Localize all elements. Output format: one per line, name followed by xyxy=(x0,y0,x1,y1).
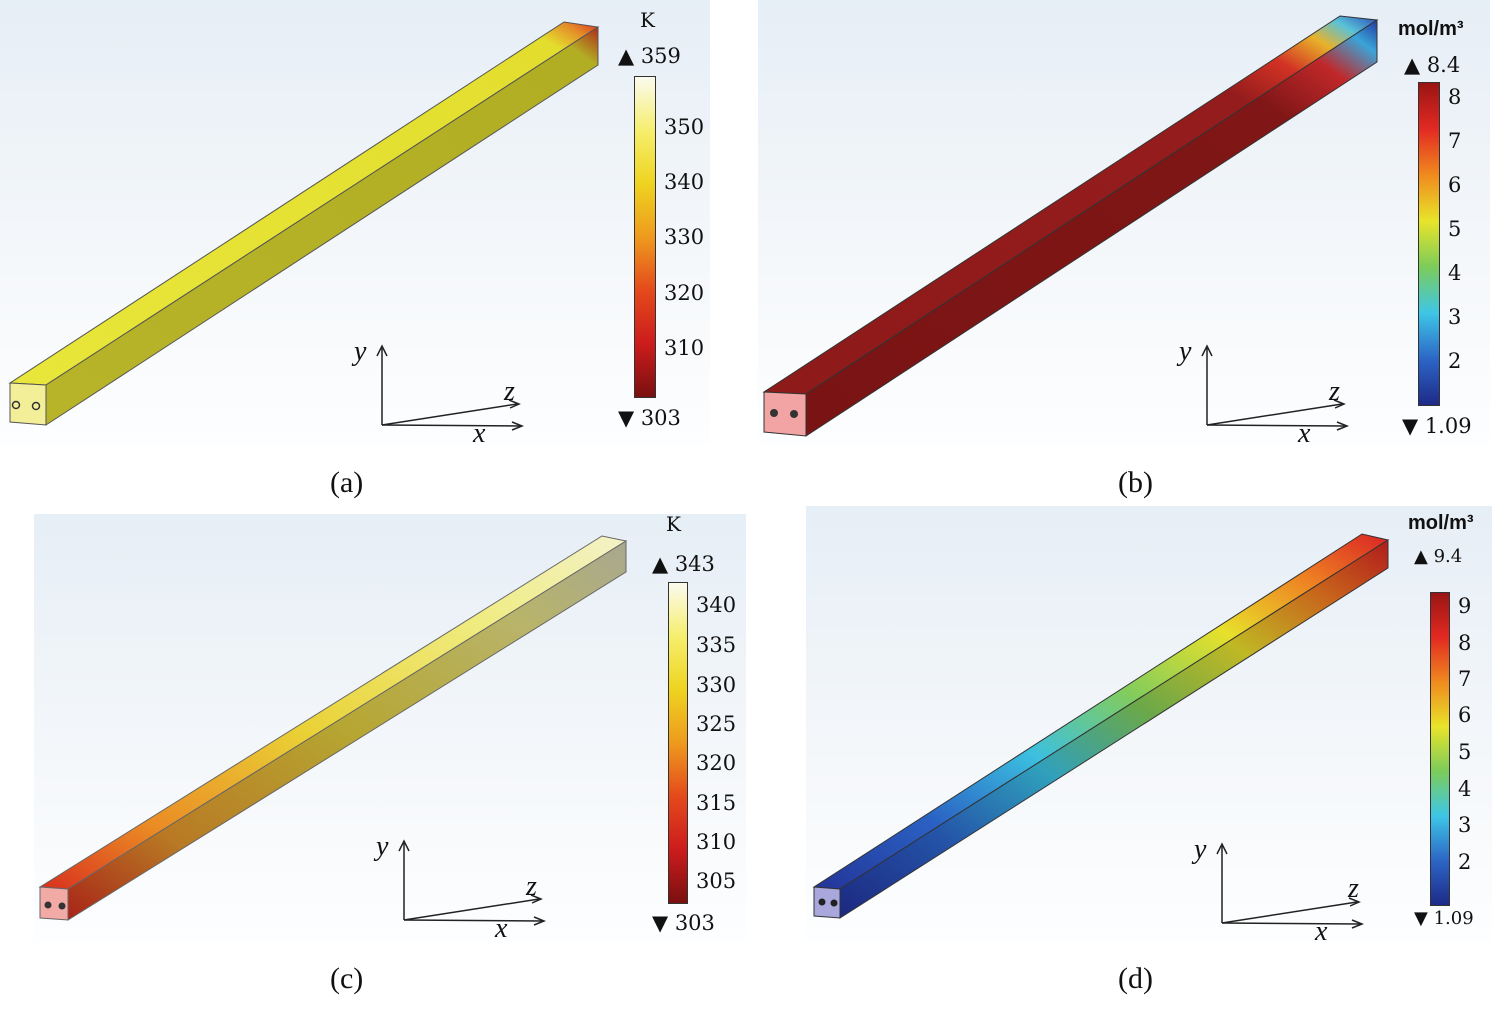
panel-caption: (c) xyxy=(330,962,364,995)
colorbar-tick-label: 2 xyxy=(1458,850,1472,874)
axis-triad xyxy=(398,839,547,926)
axis-label-y: y xyxy=(376,831,389,862)
colorbar-tick-label: 6 xyxy=(1448,173,1462,197)
colorbar-tick-label: 320 xyxy=(696,751,737,775)
colorbar-tick-label: 7 xyxy=(1448,129,1462,153)
colorbar-tick-label: 8 xyxy=(1448,85,1462,109)
colorbar-tick-label: 340 xyxy=(664,170,705,194)
colorbar-tick-label: 325 xyxy=(696,712,737,736)
plot-background xyxy=(34,514,746,942)
channel-hole xyxy=(31,401,41,411)
colorbar-unit: K xyxy=(640,8,655,32)
beam-top-face xyxy=(38,535,628,890)
panel-c: y z x K ▲ 343 340 335 330 325 320 315 31… xyxy=(0,506,750,1012)
colorbar-tick-label: 330 xyxy=(664,225,705,249)
colorbar-unit: K xyxy=(666,512,681,536)
colorbar-max: ▲ 359 xyxy=(618,44,681,68)
panel-caption: (a) xyxy=(330,466,364,499)
channel-hole xyxy=(58,902,66,910)
colorbar-tick-label: 335 xyxy=(696,633,737,657)
colorbar-tick-label: 315 xyxy=(696,791,737,815)
colorbar-tick-label: 6 xyxy=(1458,703,1472,727)
beam-3d-model xyxy=(38,535,628,926)
colorbar-tick-label: 350 xyxy=(664,115,705,139)
colorbar-tick-label: 8 xyxy=(1458,631,1472,655)
beam-side-face xyxy=(839,539,1389,919)
colorbar xyxy=(1418,82,1440,406)
beam-side-face xyxy=(67,540,627,921)
colorbar-tick-label: 9 xyxy=(1458,594,1472,618)
axis-triad xyxy=(1216,842,1365,929)
beam-end-face xyxy=(39,886,69,921)
channel-hole xyxy=(790,410,798,418)
beam-side-face xyxy=(45,26,599,426)
beam-end-face xyxy=(813,886,841,919)
axis-label-y: y xyxy=(1179,336,1192,367)
colorbar-tick-label: 3 xyxy=(1448,305,1462,329)
channel-hole xyxy=(11,400,21,410)
beam-3d-model xyxy=(812,533,1390,929)
axis-label-z: z xyxy=(1348,873,1359,904)
channel-hole xyxy=(44,901,52,909)
colorbar-min: ▼ 1.09 xyxy=(1402,414,1472,438)
beam-top-face xyxy=(762,15,1379,395)
colorbar-max: ▲ 8.4 xyxy=(1404,53,1461,77)
colorbar-unit: mol/m³ xyxy=(1408,512,1474,534)
colorbar-tick-label: 3 xyxy=(1458,813,1472,837)
colorbar-max: ▲ 9.4 xyxy=(1414,546,1463,567)
colorbar-min: ▼ 303 xyxy=(652,911,715,935)
colorbar xyxy=(634,76,656,398)
panel-b: y z x mol/m³ ▲ 8.4 8 7 6 5 4 3 2 ▼ 1.09 … xyxy=(758,0,1500,499)
beam-top-face xyxy=(8,21,600,386)
beam-end-face xyxy=(763,391,807,437)
colorbar-min: ▼ 1.09 xyxy=(1414,908,1474,929)
colorbar-tick-label: 4 xyxy=(1458,777,1472,801)
colorbar-tick-label: 5 xyxy=(1458,740,1472,764)
axis-triad xyxy=(376,344,525,431)
colorbar-tick-label: 340 xyxy=(696,593,737,617)
axis-triad xyxy=(1201,344,1350,431)
colorbar-tick-label: 2 xyxy=(1448,349,1462,373)
colorbar-tick-label: 7 xyxy=(1458,667,1472,691)
axis-label-x: x xyxy=(495,913,508,944)
axis-label-x: x xyxy=(1315,916,1328,947)
axis-label-z: z xyxy=(526,871,537,902)
colorbar-tick-label: 305 xyxy=(696,869,737,893)
axis-label-x: x xyxy=(473,418,486,449)
axis-label-x: x xyxy=(1298,418,1311,449)
beam-top-face xyxy=(812,533,1390,890)
axis-label-y: y xyxy=(354,336,367,367)
colorbar xyxy=(1430,592,1450,906)
channel-hole xyxy=(770,409,778,417)
colorbar-min: ▼ 303 xyxy=(618,406,681,430)
beam-side-face xyxy=(805,19,1378,437)
axis-label-z: z xyxy=(504,376,515,407)
colorbar-tick-label: 310 xyxy=(696,830,737,854)
colorbar-tick-label: 4 xyxy=(1448,261,1462,285)
colorbar-tick-label: 330 xyxy=(696,673,737,697)
colorbar xyxy=(668,582,688,904)
beam-end-face xyxy=(9,382,47,426)
axis-label-y: y xyxy=(1194,834,1207,865)
channel-hole xyxy=(818,898,826,906)
panel-a: y z x K ▲ 359 350 340 330 320 310 ▼ 303 … xyxy=(0,0,720,499)
colorbar-unit: mol/m³ xyxy=(1398,18,1464,40)
colorbar-tick-label: 310 xyxy=(664,336,705,360)
panel-caption: (d) xyxy=(1118,962,1153,995)
panel-caption: (b) xyxy=(1118,466,1153,499)
colorbar-tick-label: 320 xyxy=(664,281,705,305)
channel-hole xyxy=(830,899,838,907)
colorbar-tick-label: 5 xyxy=(1448,217,1462,241)
beam-3d-model xyxy=(8,21,600,431)
plot-background xyxy=(806,506,1492,942)
axis-label-z: z xyxy=(1329,376,1340,407)
colorbar-max: ▲ 343 xyxy=(652,552,715,576)
beam-3d-model xyxy=(762,15,1379,437)
panel-d: y z x mol/m³ ▲ 9.4 9 8 7 6 5 4 3 2 ▼ 1.0… xyxy=(758,506,1500,1012)
